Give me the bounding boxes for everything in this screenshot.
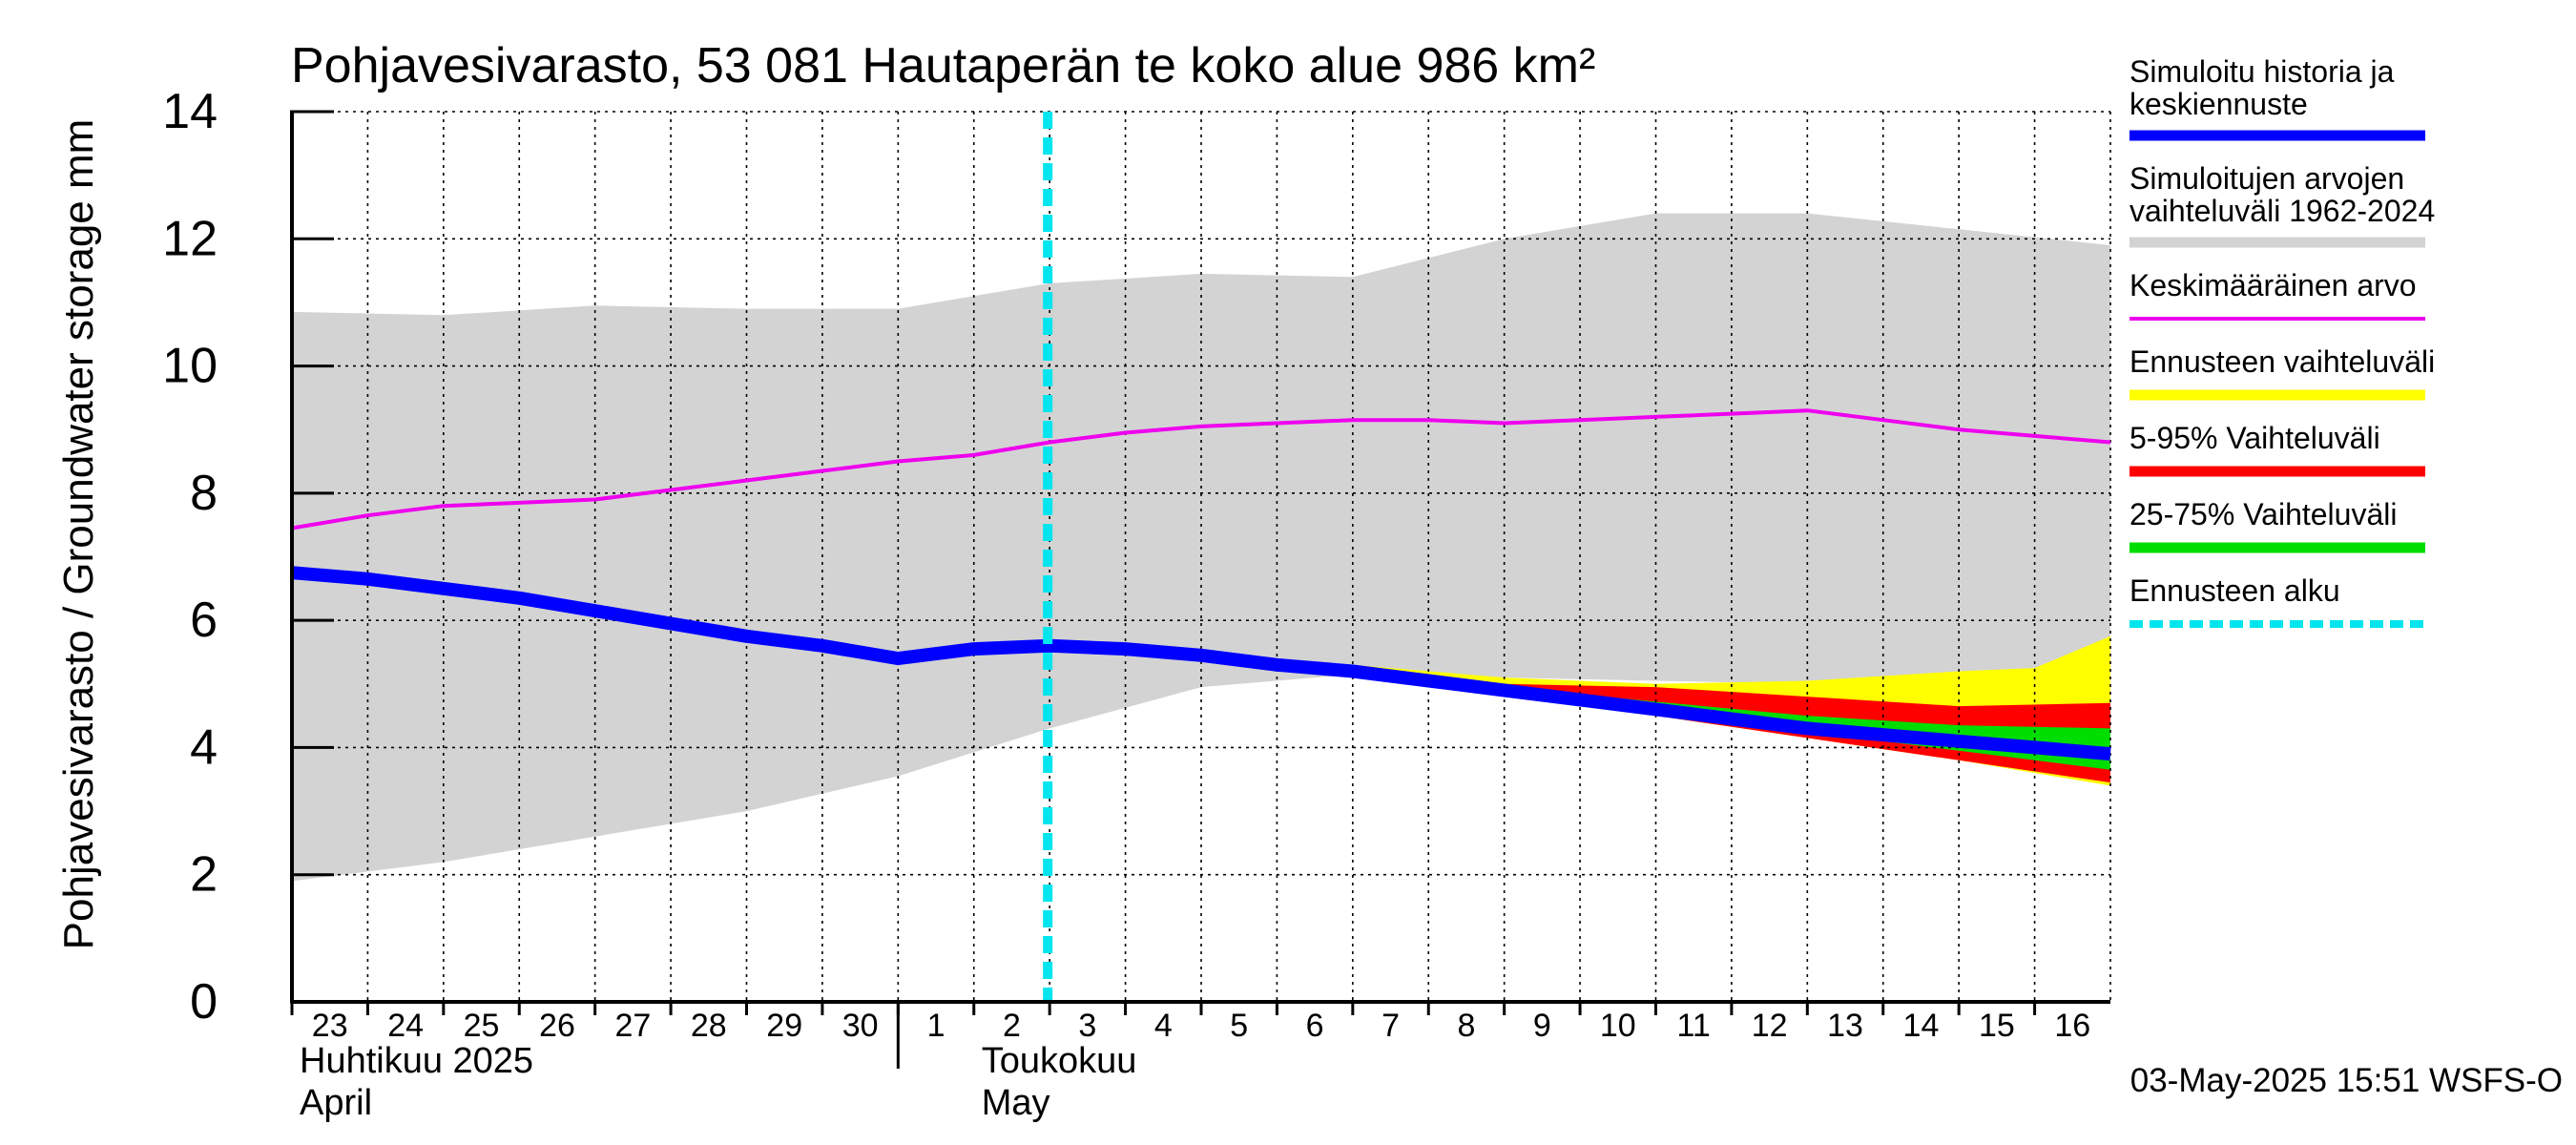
x-tick-label: 6 — [1306, 1008, 1324, 1044]
x-tick-label: 3 — [1078, 1008, 1096, 1044]
x-tick-label: 4 — [1154, 1008, 1173, 1044]
x-tick-label: 29 — [766, 1008, 802, 1044]
x-tick-label: 8 — [1457, 1008, 1475, 1044]
y-tick-label: 2 — [190, 847, 218, 903]
month-label: Toukokuu — [982, 1041, 1137, 1081]
legend-label: Simuloitujen arvojen — [2129, 161, 2404, 196]
x-tick-label: 16 — [2054, 1008, 2090, 1044]
y-tick-label: 4 — [190, 719, 218, 775]
timestamp: 03-May-2025 15:51 WSFS-O — [2130, 1062, 2563, 1099]
y-ticks: 0 2 4 6 8 10 12 14 — [162, 84, 334, 1030]
y-tick-label: 8 — [190, 466, 218, 521]
x-tick-label: 5 — [1230, 1008, 1248, 1044]
legend-label: Ennusteen alku — [2129, 573, 2340, 608]
line-keskim-r-inen-arvo — [291, 408, 2111, 531]
legend-item-25-75-vaihteluv-li: 25-75% Vaihteluväli — [2129, 497, 2425, 553]
x-tick-label: 27 — [614, 1008, 651, 1044]
chart-title: Pohjavesivarasto, 53 081 Hautaperän te k… — [291, 38, 1595, 94]
legend-label: Keskimääräinen arvo — [2129, 268, 2417, 302]
band-5-95-vaihteluv-li — [1049, 645, 2110, 783]
legend-label: Simuloitu historia ja — [2129, 54, 2395, 89]
x-tick-label: 12 — [1752, 1008, 1788, 1044]
line-simuloitu-historia-ja-keskiennuste — [291, 566, 2111, 761]
x-tick-label: 28 — [691, 1008, 727, 1044]
y-tick-label: 10 — [162, 339, 218, 394]
x-tick-label: 30 — [842, 1008, 879, 1044]
x-ticks: 23 24 25 26 27 28 29 30 1 2 3 4 5 6 7 8 9 10 11 12 13 14 15 16 — [290, 1002, 2090, 1044]
legend: Simuloitu historia jakeskiennusteSimuloi… — [2129, 54, 2435, 628]
y-tick-label: 6 — [190, 593, 218, 648]
x-tick-label: 14 — [1903, 1008, 1940, 1044]
y-tick-label: 12 — [162, 211, 218, 266]
x-tick-label: 9 — [1533, 1008, 1551, 1044]
x-tick-label: 23 — [312, 1008, 348, 1044]
legend-label-line2: vaihteluväli 1962-2024 — [2129, 194, 2435, 228]
x-tick-label: 7 — [1381, 1008, 1400, 1044]
x-tick-label: 11 — [1677, 1008, 1711, 1044]
y-tick-label: 0 — [190, 974, 218, 1030]
series-lines — [291, 112, 2111, 1002]
x-tick-label: 15 — [1979, 1008, 2015, 1044]
x-tick-label: 26 — [539, 1008, 575, 1044]
legend-label: 25-75% Vaihteluväli — [2129, 497, 2397, 531]
month-label: Huhtikuu 2025 — [300, 1041, 533, 1081]
x-tick-label: 10 — [1600, 1008, 1636, 1044]
legend-label: Ennusteen vaihteluväli — [2129, 344, 2435, 379]
x-tick-label: 13 — [1827, 1008, 1863, 1044]
x-tick-label: 24 — [387, 1008, 424, 1044]
y-tick-label: 14 — [162, 84, 218, 139]
legend-item-ennusteen-vaihteluv-li: Ennusteen vaihteluväli — [2129, 344, 2435, 401]
legend-item-5-95-vaihteluv-li: 5-95% Vaihteluväli — [2129, 421, 2425, 477]
gridlines — [291, 111, 2111, 1002]
month-label-en: April — [300, 1083, 372, 1123]
legend-item-ennusteen-alku: Ennusteen alku — [2129, 573, 2425, 628]
x-tick-label: 2 — [1003, 1008, 1021, 1044]
legend-label-line2: keskiennuste — [2129, 87, 2308, 121]
x-tick-label: 25 — [464, 1008, 500, 1044]
legend-item-keskim-r-inen-arvo: Keskimääräinen arvo — [2129, 268, 2425, 321]
x-tick-label: 1 — [927, 1008, 945, 1044]
legend-label: 5-95% Vaihteluväli — [2129, 421, 2380, 455]
month-label-en: May — [982, 1083, 1050, 1123]
y-axis-label: Pohjavesivarasto / Groundwater storage m… — [55, 119, 102, 950]
